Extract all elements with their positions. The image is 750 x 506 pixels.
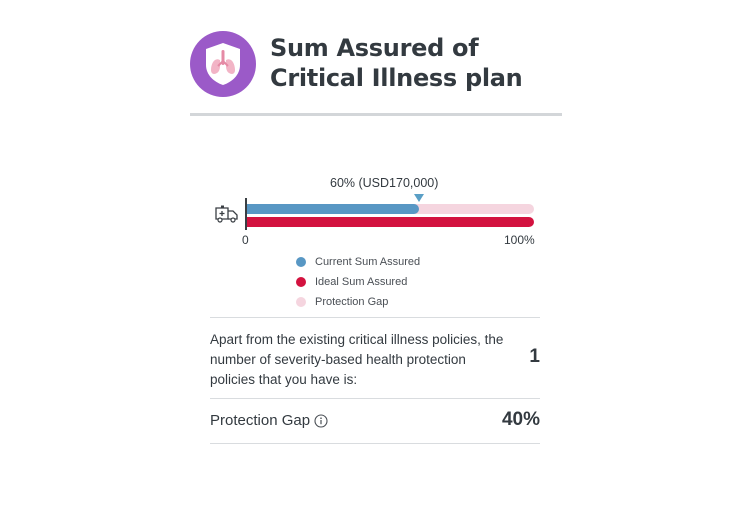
chart-axis-line xyxy=(245,198,247,230)
policy-question-text: Apart from the existing critical illness… xyxy=(210,332,504,387)
legend-item-current: Current Sum Assured xyxy=(296,252,420,272)
header-divider xyxy=(190,113,562,116)
info-icon[interactable] xyxy=(314,413,328,428)
legend-dot xyxy=(296,277,306,287)
section-divider xyxy=(210,443,540,444)
protection-gap-value: 40% xyxy=(501,409,540,430)
lungs-shield-icon xyxy=(190,31,256,97)
legend-label: Ideal Sum Assured xyxy=(315,276,408,288)
section-divider xyxy=(210,317,540,318)
section-divider xyxy=(210,398,540,399)
legend-label: Protection Gap xyxy=(315,296,389,308)
ambulance-icon xyxy=(214,204,240,229)
policy-count-value: 1 xyxy=(529,346,540,367)
page-title: Sum Assured of Critical Illness plan xyxy=(270,34,523,92)
current-sum-assured-bar xyxy=(246,204,419,214)
legend-item-ideal: Ideal Sum Assured xyxy=(296,272,420,292)
legend-label: Current Sum Assured xyxy=(315,256,421,268)
legend-dot xyxy=(296,297,306,307)
x-tick-label: 0 xyxy=(242,233,249,247)
protection-gap-label: Protection Gap xyxy=(210,412,311,429)
legend-dot xyxy=(296,257,306,267)
chart-legend: Current Sum Assured Ideal Sum Assured Pr… xyxy=(296,252,420,312)
x-tick-label: 100% xyxy=(504,233,535,247)
ideal-sum-assured-bar xyxy=(246,217,534,227)
section-header: Sum Assured of Critical Illness plan xyxy=(190,31,562,116)
legend-item-gap: Protection Gap xyxy=(296,292,420,312)
current-value-marker xyxy=(413,194,424,202)
protection-gap-row: Protection Gap xyxy=(210,412,328,429)
sum-assured-chart: 60% (USD170,000) 0 100% Current Sum Assu… xyxy=(210,170,540,310)
bar-value-label: 60% (USD170,000) xyxy=(330,176,439,190)
